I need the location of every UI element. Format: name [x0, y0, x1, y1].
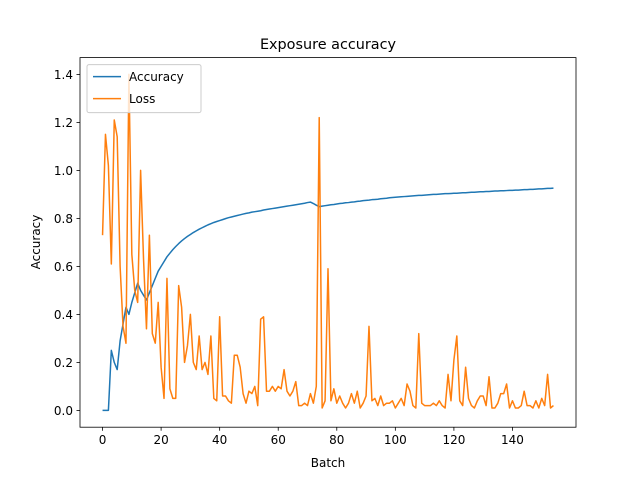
chart-title: Exposure accuracy	[260, 37, 397, 53]
y-tick-label: 0.6	[54, 260, 73, 274]
y-axis-label: Accuracy	[29, 215, 43, 270]
y-tick-label: 0.8	[54, 212, 73, 226]
series-line	[101, 73, 554, 409]
y-tick-label: 1.0	[54, 164, 73, 178]
x-tick-label: 80	[329, 433, 344, 447]
y-tick-label: 1.2	[54, 116, 73, 130]
x-tick-label: 100	[384, 433, 407, 447]
y-tick-label: 0.2	[54, 356, 73, 370]
y-tick-label: 1.4	[54, 68, 73, 82]
y-tick-label: 0.0	[54, 404, 73, 418]
legend-label: Accuracy	[129, 70, 184, 84]
x-tick-label: 40	[212, 433, 227, 447]
plot-frame	[79, 57, 577, 428]
series-line	[102, 187, 554, 412]
legend: Accuracy Loss	[86, 64, 202, 114]
legend-label: Loss	[129, 92, 155, 106]
x-tick-label: 140	[501, 433, 524, 447]
x-tick-label: 0	[99, 433, 107, 447]
x-tick-label: 120	[442, 433, 465, 447]
x-axis-label: Batch	[311, 456, 346, 470]
x-tick-label: 20	[153, 433, 168, 447]
x-tick-label: 60	[271, 433, 286, 447]
y-tick-label: 0.4	[54, 308, 73, 322]
